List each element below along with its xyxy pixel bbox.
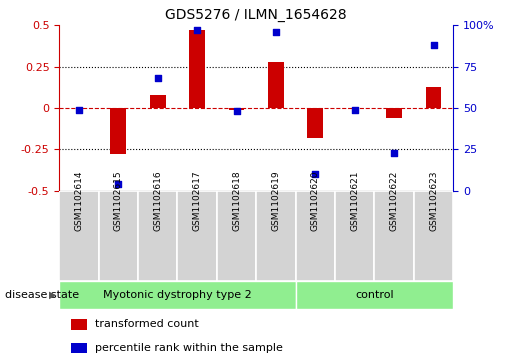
Text: GSM1102615: GSM1102615 (114, 171, 123, 232)
Text: percentile rank within the sample: percentile rank within the sample (95, 343, 283, 353)
Text: GSM1102622: GSM1102622 (390, 171, 399, 232)
Bar (110, 108, 126, 154)
Point (311, 171, 319, 177)
Text: GSM1102618: GSM1102618 (232, 171, 241, 232)
Text: ▶: ▶ (49, 290, 57, 300)
Bar (307, 108, 323, 138)
Text: GSM1102621: GSM1102621 (350, 171, 359, 232)
Text: GSM1102617: GSM1102617 (193, 171, 201, 232)
Bar (138, 191, 177, 281)
Bar (177, 191, 217, 281)
Point (232, 109, 241, 114)
Text: control: control (355, 290, 393, 300)
Bar (256, 191, 296, 281)
Text: GSM1102623: GSM1102623 (429, 171, 438, 232)
Title: GDS5276 / ILMN_1654628: GDS5276 / ILMN_1654628 (165, 8, 347, 22)
Bar (71, 343, 87, 353)
Bar (425, 86, 441, 108)
Text: Myotonic dystrophy type 2: Myotonic dystrophy type 2 (103, 290, 252, 300)
Bar (229, 108, 245, 110)
Bar (374, 191, 414, 281)
Bar (414, 191, 453, 281)
Text: GSM1102619: GSM1102619 (271, 171, 280, 232)
Point (114, 181, 123, 187)
Point (193, 28, 201, 33)
Point (390, 150, 398, 155)
Bar (268, 62, 284, 108)
Text: GSM1102614: GSM1102614 (75, 171, 83, 232)
Text: disease state: disease state (5, 290, 79, 300)
Bar (217, 191, 256, 281)
Bar (59, 281, 296, 309)
Bar (335, 191, 374, 281)
Text: GSM1102620: GSM1102620 (311, 171, 320, 232)
Bar (150, 95, 166, 108)
Bar (99, 191, 138, 281)
Bar (386, 108, 402, 118)
Text: GSM1102616: GSM1102616 (153, 171, 162, 232)
Bar (71, 319, 87, 330)
Bar (296, 191, 335, 281)
Bar (59, 191, 99, 281)
Point (75, 107, 83, 113)
Bar (189, 30, 205, 108)
Point (430, 42, 438, 48)
Point (272, 29, 280, 35)
Point (351, 107, 359, 113)
Text: transformed count: transformed count (95, 319, 198, 329)
Bar (296, 281, 453, 309)
Point (153, 76, 162, 81)
